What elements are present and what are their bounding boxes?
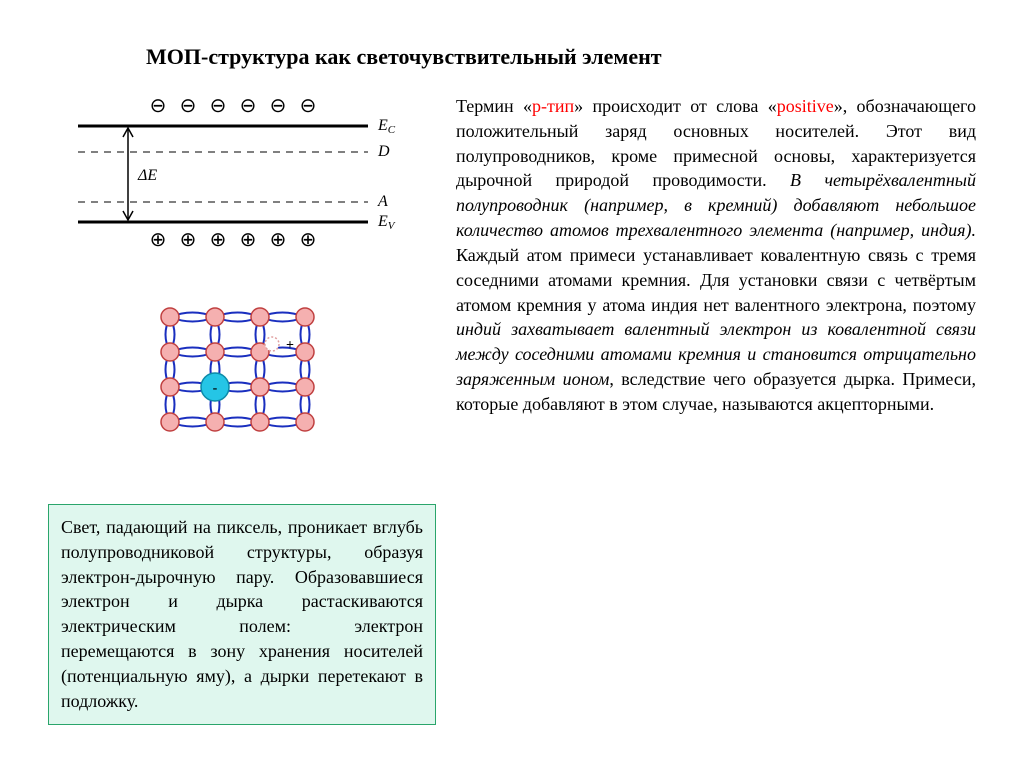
minus-icon: ⊖ [210,95,227,117]
band-diagram: ⊖ ⊖ ⊖ ⊖ ⊖ ⊖ EC D ΔE [58,94,418,264]
lattice-diagram: -+ [148,299,328,439]
minus-icon: ⊖ [300,95,317,117]
svg-text:EC: EC [377,117,396,136]
plus-icon: ⊕ [210,229,227,251]
minus-icon: ⊖ [270,95,287,117]
red-term: p-тип [532,96,574,116]
svg-text:-: - [213,381,218,396]
svg-text:ΔE: ΔE [137,167,157,184]
plus-icon: ⊕ [180,229,197,251]
plus-icon: ⊕ [150,229,167,251]
plus-icon: ⊕ [300,229,317,251]
main-paragraph: Термин «p-тип» происходит от слова «posi… [456,94,976,417]
minus-icon: ⊖ [180,95,197,117]
svg-text:D: D [377,143,390,160]
plus-icon: ⊕ [270,229,287,251]
plus-icon: ⊕ [240,229,257,251]
minus-icon: ⊖ [240,95,257,117]
light-text-box: Свет, падающий на пиксель, проникает вгл… [48,504,436,725]
svg-text:EV: EV [377,213,396,232]
svg-text:A: A [377,193,388,210]
svg-text:+: + [286,338,294,353]
red-term: positive [777,96,834,116]
page-title: МОП-структура как светочувствительный эл… [146,44,976,70]
minus-icon: ⊖ [150,95,167,117]
